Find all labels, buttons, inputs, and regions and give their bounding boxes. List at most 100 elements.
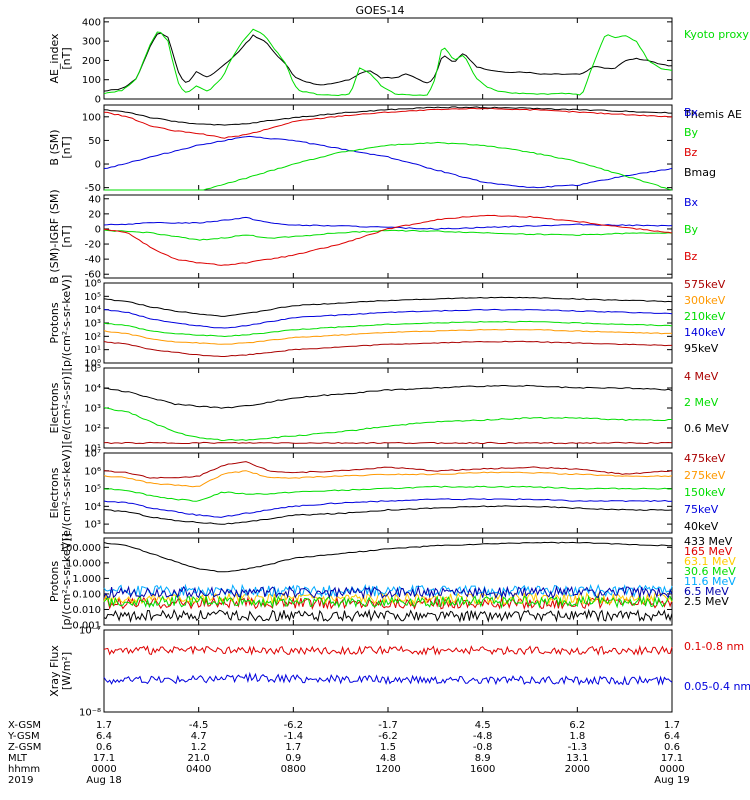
series-line-electrons_low-4 xyxy=(103,505,673,525)
series-line-xray-1 xyxy=(103,671,673,686)
orbit-row-label: Z-GSM xyxy=(8,742,41,753)
y-tick-label: 10³ xyxy=(84,520,101,531)
series-line-protons_low-3 xyxy=(103,308,673,329)
y-tick-label: 10⁵ xyxy=(84,484,101,495)
series-line-electrons_low-3 xyxy=(103,498,673,518)
y-axis-label: [W/m²] xyxy=(60,652,73,690)
legend-label: Themis AE xyxy=(683,108,742,121)
series-line-electrons_low-1 xyxy=(103,470,673,488)
orbit-value: 1.8 xyxy=(569,731,585,742)
orbit-value: 0000 xyxy=(659,764,684,775)
series-line-protons_high-6 xyxy=(103,608,673,624)
orbit-value: 8.9 xyxy=(475,753,491,764)
series-line-bigrf-1 xyxy=(103,229,673,241)
series-line-protons_high-0 xyxy=(103,541,673,573)
orbit-value: -4.5 xyxy=(189,720,209,731)
y-axis-label: [p/(cm²-s-sr-keV)] xyxy=(60,533,73,630)
panel-protons_high: 0.001 0.010 0.100 1.000 10.000 100.000 Protons… xyxy=(48,533,736,631)
series-line-electrons_high-0 xyxy=(103,441,673,445)
y-axis-label: Electrons xyxy=(48,467,61,518)
y-axis-label: Electrons xyxy=(48,382,61,433)
orbit-value: 17.1 xyxy=(661,753,683,764)
legend-label: Bz xyxy=(684,250,698,263)
legend-label: 95keV xyxy=(684,342,719,355)
legend-label: Bmag xyxy=(684,166,716,179)
series-line-xray-0 xyxy=(103,644,673,656)
legend-label: 40keV xyxy=(684,520,719,533)
orbit-value: -1.3 xyxy=(568,742,588,753)
year-label: 2019 xyxy=(8,775,33,786)
orbit-value: -0.8 xyxy=(473,742,493,753)
legend-label: 11.6 MeV xyxy=(684,575,736,588)
series-line-electrons_high-1 xyxy=(103,407,672,442)
series-line-protons_high-3 xyxy=(103,594,673,609)
y-axis-label: AE_index xyxy=(48,33,61,84)
y-tick-label: 10⁰ xyxy=(84,359,101,370)
legend-label: Bz xyxy=(684,146,698,159)
legend-label: 433 MeV xyxy=(684,535,733,548)
orbit-value: -1.7 xyxy=(378,720,398,731)
legend-label: By xyxy=(684,126,699,139)
legend-label: 275keV xyxy=(684,469,726,482)
y-tick-label: 10³ xyxy=(84,404,101,415)
y-tick-label: 100 xyxy=(82,75,101,86)
y-tick-label: 40 xyxy=(88,194,101,205)
orbit-value: 0.9 xyxy=(285,753,301,764)
legend-label: 300keV xyxy=(684,294,726,307)
orbit-value: 6.2 xyxy=(569,720,585,731)
legend-label: 0.6 MeV xyxy=(684,422,729,435)
y-tick-label: 400 xyxy=(82,17,101,28)
y-tick-label: 10⁵ xyxy=(84,292,101,303)
series-line-electrons_high-2 xyxy=(103,384,673,409)
orbit-row-label: hhmm xyxy=(8,764,40,775)
y-axis-label: [e/(cm²-s-sr)] xyxy=(60,372,73,445)
y-tick-label: 100 xyxy=(82,112,101,123)
orbit-value: 1200 xyxy=(375,764,400,775)
orbit-value: 13.1 xyxy=(566,753,588,764)
orbit-row-label: X-GSM xyxy=(8,720,41,731)
panel-frame xyxy=(103,194,673,279)
orbit-value: -1.4 xyxy=(284,731,304,742)
orbit-value: 0.6 xyxy=(96,742,112,753)
orbit-value: 1600 xyxy=(470,764,495,775)
panel-frame xyxy=(103,537,673,626)
y-tick-label: 200 xyxy=(82,56,101,67)
y-tick-label: 10² xyxy=(84,332,101,343)
legend-label: 140keV xyxy=(684,326,726,339)
series-line-protons_low-2 xyxy=(103,320,673,338)
y-tick-label: -20 xyxy=(85,240,101,251)
orbit-value: -6.2 xyxy=(284,720,304,731)
legend-label: 75keV xyxy=(684,503,719,516)
orbit-row-label: MLT xyxy=(8,753,28,764)
legend-label: 0.05-0.4 nm xyxy=(684,680,750,693)
panel-frame xyxy=(103,17,673,100)
y-tick-label: 0.001 xyxy=(72,621,101,632)
y-tick-label: 10⁴ xyxy=(84,305,101,316)
y-axis-label: [nT] xyxy=(60,47,73,69)
y-tick-label: 50 xyxy=(88,136,101,147)
legend-label: By xyxy=(684,223,699,236)
orbit-value: -6.2 xyxy=(378,731,398,742)
series-line-bsm-0 xyxy=(103,135,673,189)
y-tick-label: 20 xyxy=(88,209,101,220)
series-line-electrons_low-2 xyxy=(103,485,672,502)
y-tick-label: 300 xyxy=(82,37,101,48)
orbit-value: 1.2 xyxy=(191,742,207,753)
panel-protons_low: 10⁰ 10¹ 10² 10³ 10⁴ 10⁵ 10⁶ Protons [p/(cm²-s-sr… xyxy=(48,275,726,372)
series-line-ae-1 xyxy=(103,28,673,97)
legend-label: 4 MeV xyxy=(684,370,719,383)
series-line-bsm-3 xyxy=(103,106,672,126)
y-tick-label: 10⁶ xyxy=(84,466,101,477)
y-tick-label: 10⁴ xyxy=(84,384,101,395)
orbit-value: 4.7 xyxy=(191,731,207,742)
legend-label: 63.1 MeV xyxy=(684,555,736,568)
y-axis-label: B (SM) xyxy=(48,129,61,165)
y-tick-label: 10⁷ xyxy=(84,449,101,460)
y-tick-label: 1.000 xyxy=(72,574,101,585)
y-axis-label: Protons xyxy=(48,302,61,343)
orbit-value: 0.6 xyxy=(664,742,680,753)
orbit-value: 2000 xyxy=(565,764,590,775)
y-axis-label: [nT] xyxy=(60,136,73,158)
